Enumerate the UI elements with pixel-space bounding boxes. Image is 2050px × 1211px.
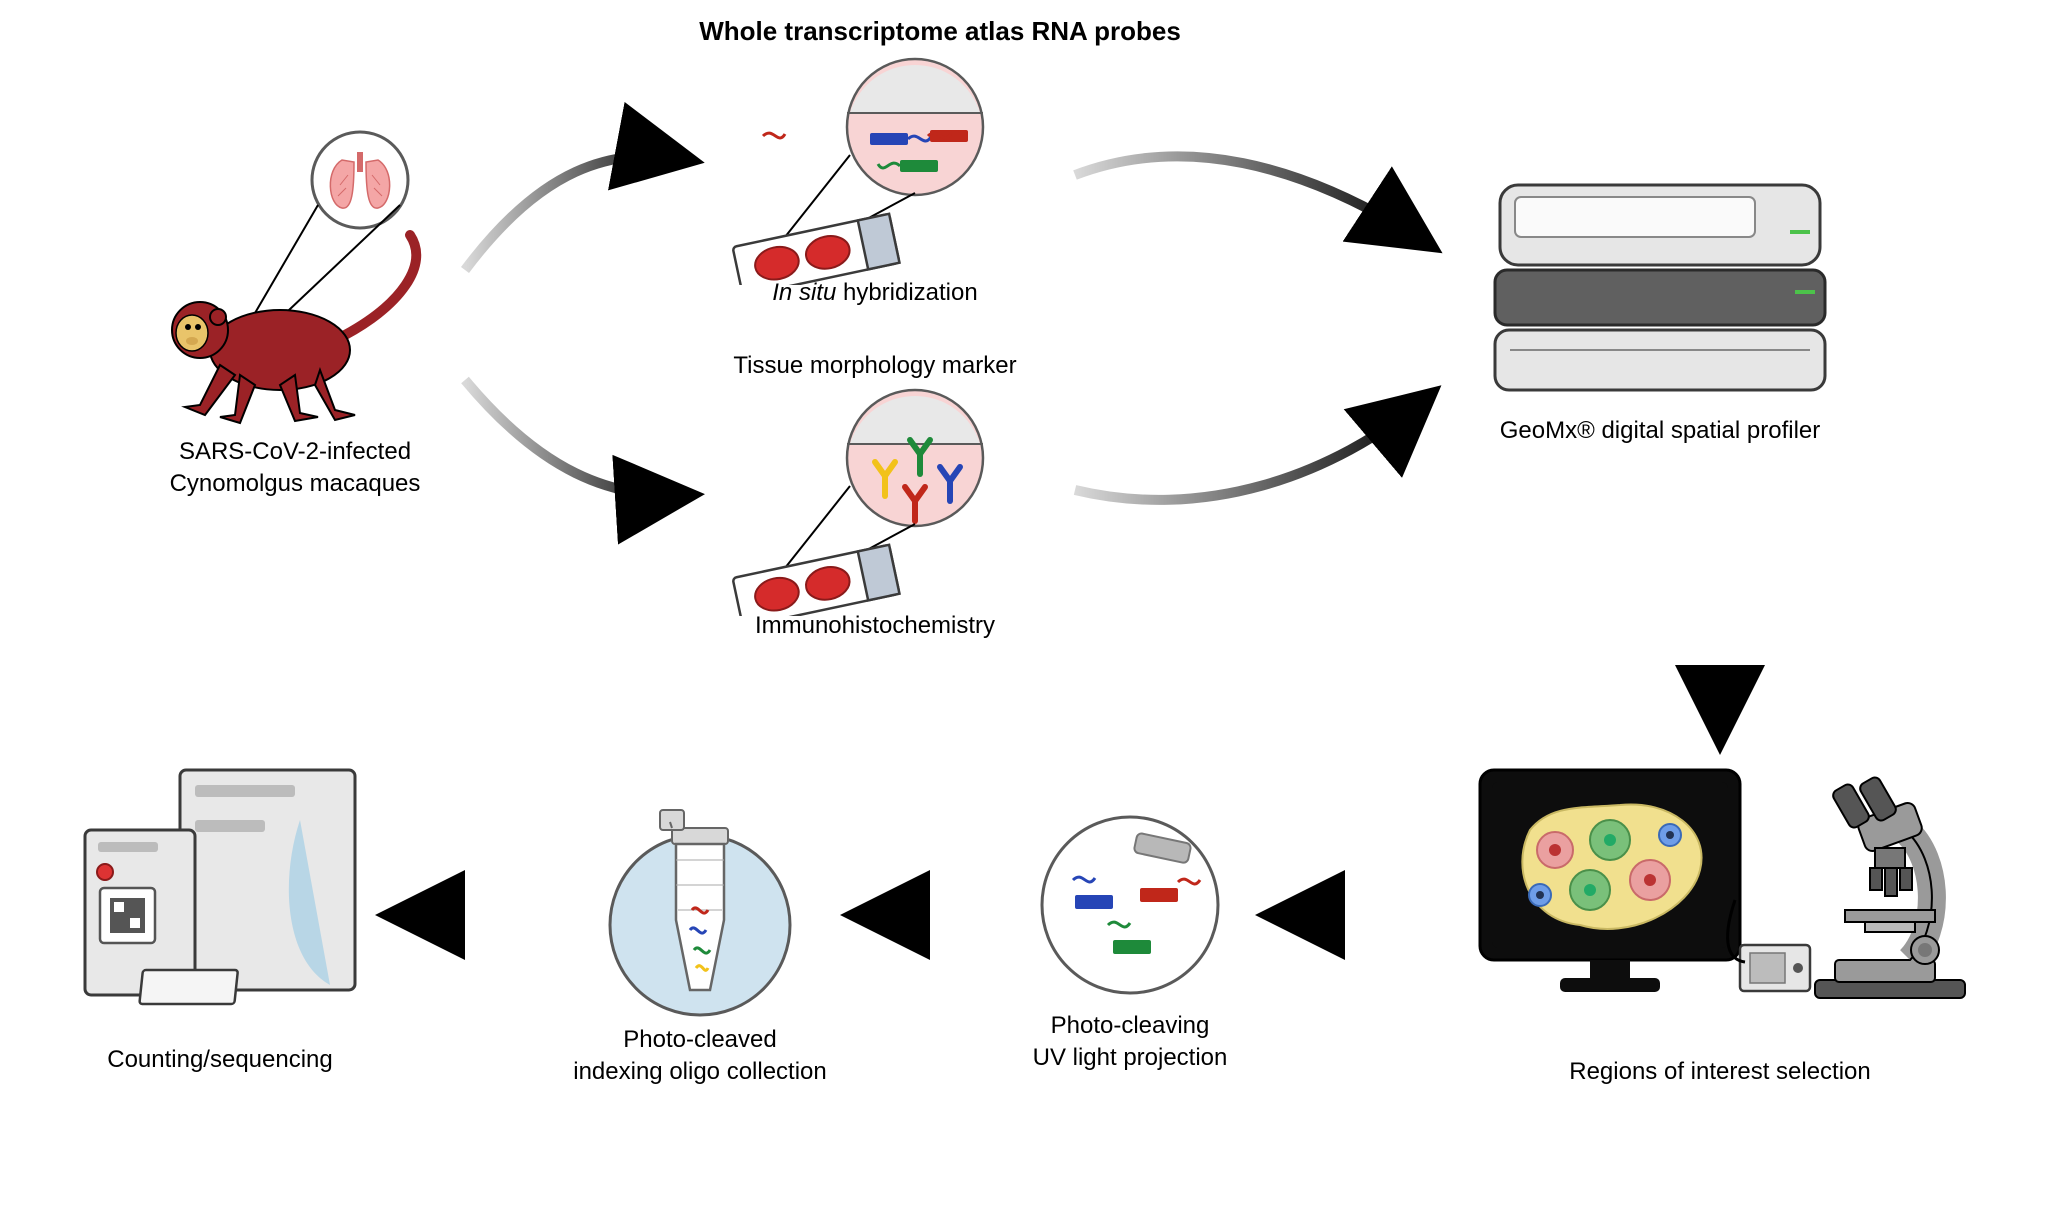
arrow-macaque-ish [465, 156, 690, 270]
arrow-ish-geomx [1075, 156, 1430, 245]
arrow-macaque-ihc [465, 380, 690, 496]
arrows-layer [0, 0, 2050, 1211]
arrow-ihc-geomx [1075, 395, 1430, 500]
